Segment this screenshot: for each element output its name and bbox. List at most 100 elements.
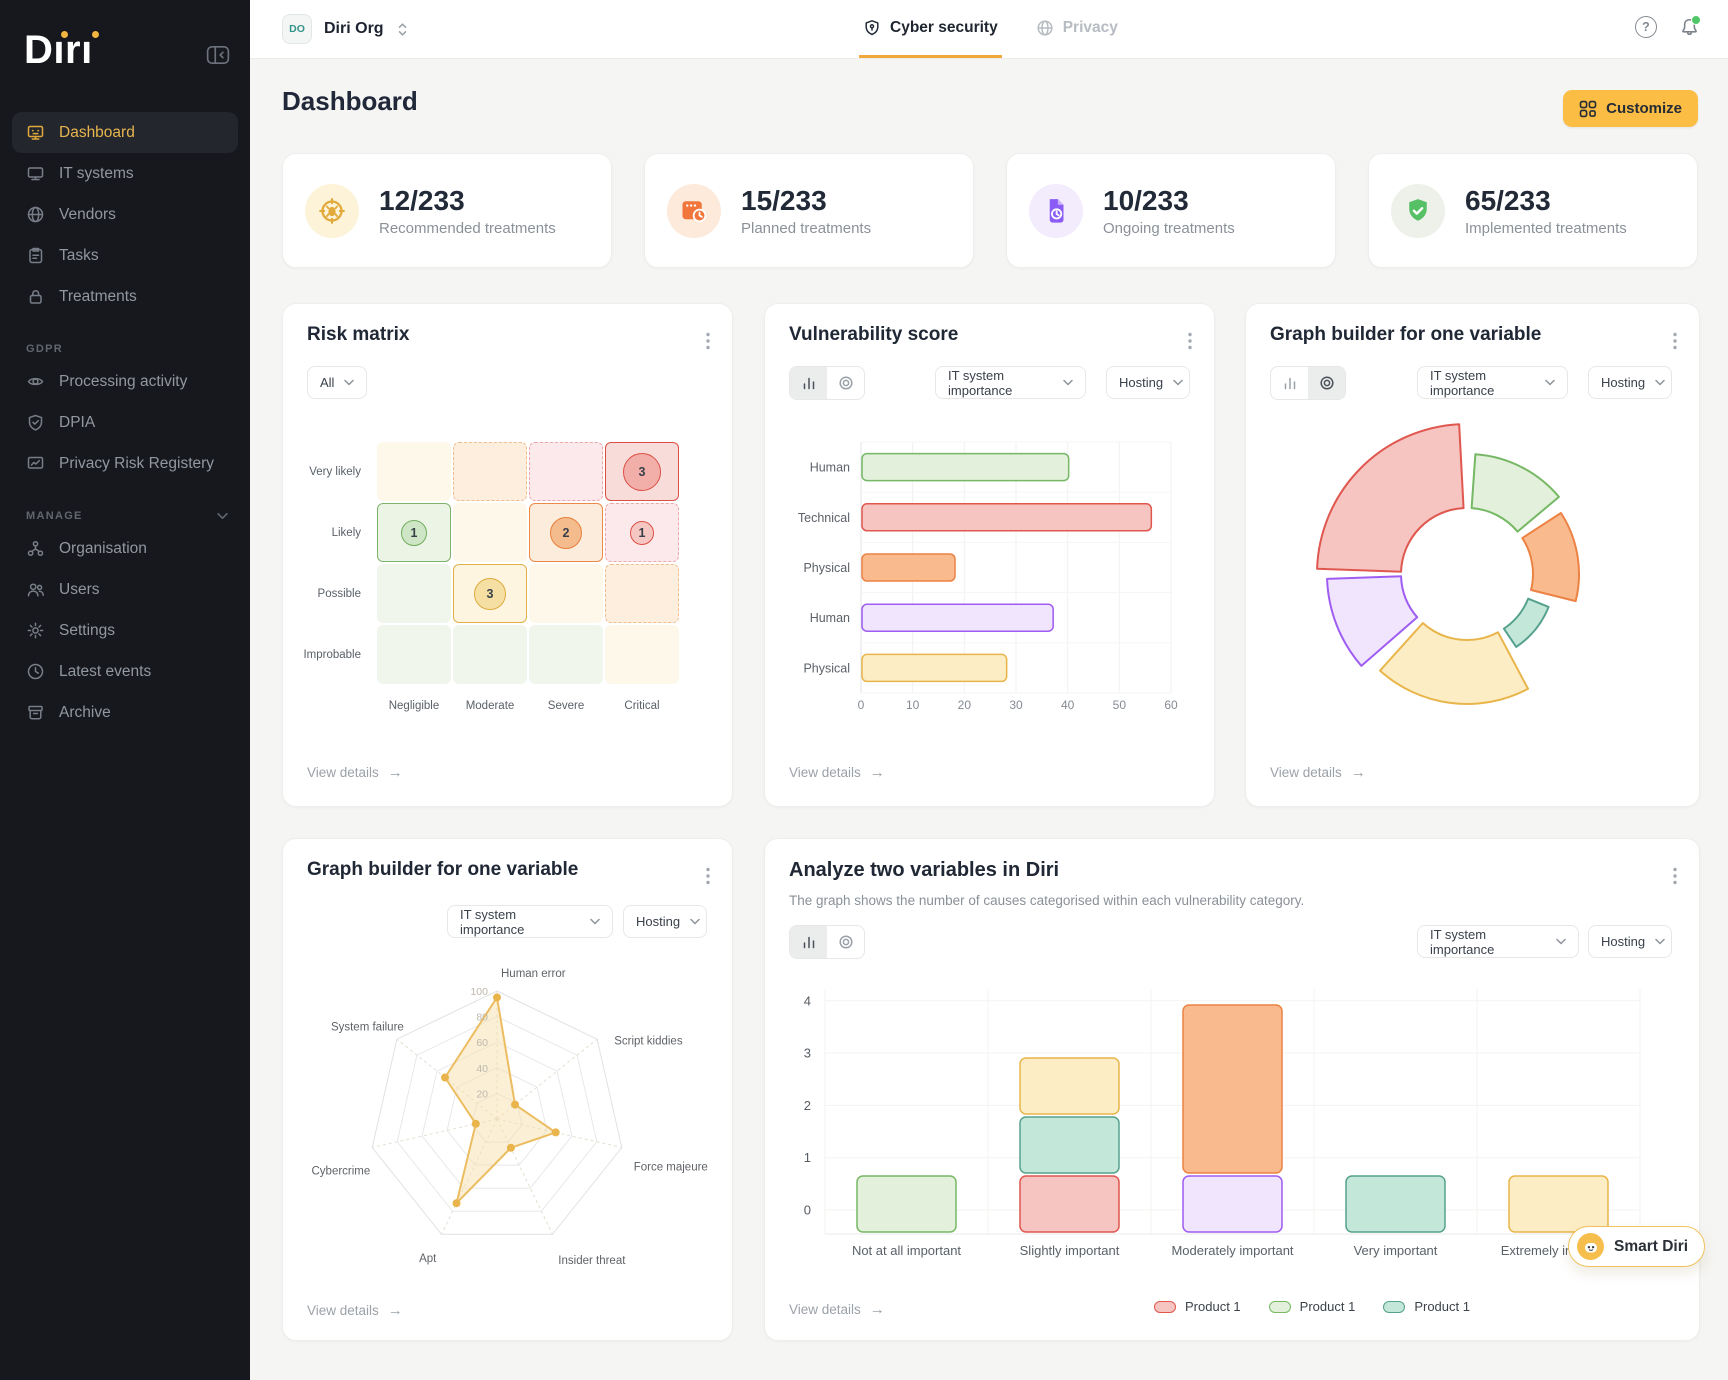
svg-text:40: 40	[1061, 698, 1075, 712]
legend-item-red[interactable]: Product 1	[1154, 1299, 1241, 1314]
shield-icon	[865, 19, 879, 35]
matrix-cell	[377, 442, 451, 501]
matrix-cell	[453, 503, 527, 562]
collapse-icon	[206, 46, 230, 64]
sidebar-section-manage[interactable]: MANAGE	[0, 510, 250, 522]
sidebar: Dırı Dashboard IT systems Vendors Tasks Trea…	[0, 0, 250, 1380]
svg-text:40: 40	[476, 1063, 488, 1075]
matrix-cell: 1	[605, 503, 679, 562]
donut-chart-toggle-button[interactable]	[827, 367, 864, 399]
kebab-menu-button[interactable]	[1669, 328, 1681, 357]
matrix-cell: 1	[377, 503, 451, 562]
bar-chart-toggle-button[interactable]	[1271, 367, 1308, 399]
matrix-cell	[453, 625, 527, 684]
filter-dropdown-all[interactable]: All	[307, 366, 367, 399]
privacy-risk-icon	[27, 456, 44, 469]
sidebar-item-dashboard[interactable]: Dashboard	[12, 112, 238, 153]
filter-dropdown-hosting[interactable]: Hosting	[623, 905, 707, 938]
svg-text:80: 80	[476, 1012, 488, 1024]
svg-text:60: 60	[1164, 698, 1178, 712]
sidebar-item-vendors[interactable]: Vendors	[0, 194, 250, 235]
sidebar-item-treatments[interactable]: Treatments	[0, 276, 250, 317]
sidebar-item-processing-activity[interactable]: Processing activity	[0, 361, 250, 402]
donut-chart-toggle-button[interactable]	[1308, 367, 1345, 399]
view-details-link[interactable]: View details →	[789, 1301, 885, 1318]
target-icon	[319, 197, 345, 224]
filter-dropdown-hosting[interactable]: Hosting	[1588, 366, 1672, 399]
sidebar-item-archive[interactable]: Archive	[0, 692, 250, 733]
svg-text:Slightly important: Slightly important	[1020, 1243, 1120, 1258]
view-details-link[interactable]: View details →	[1270, 764, 1366, 781]
donut-chart-toggle-button[interactable]	[827, 926, 864, 958]
sidebar-item-tasks[interactable]: Tasks	[0, 235, 250, 276]
bar-chart-icon	[803, 936, 814, 949]
vendors-icon	[27, 206, 44, 223]
svg-text:50: 50	[1113, 698, 1127, 712]
sidebar-item-users[interactable]: Users	[0, 569, 250, 610]
filter-dropdown-hosting[interactable]: Hosting	[1106, 366, 1190, 399]
org-switcher[interactable]: DO Diri Org	[282, 14, 409, 44]
help-button[interactable]: ?	[1635, 16, 1657, 38]
svg-text:0: 0	[804, 1203, 811, 1218]
legend-item-teal[interactable]: Product 1	[1383, 1299, 1470, 1314]
customize-button[interactable]: Customize	[1563, 90, 1698, 127]
view-details-link[interactable]: View details →	[307, 764, 403, 781]
matrix-col-label: Moderate	[465, 700, 515, 712]
latest-events-icon	[27, 663, 44, 680]
risk-matrix-grid: Very likely 3 Likely 1 2 1 Possible 3 Improbable…	[303, 442, 679, 745]
filter-dropdown-it-system-importance[interactable]: IT system importance	[447, 905, 613, 938]
svg-text:Human error: Human error	[501, 968, 566, 980]
bar-chart-icon	[803, 377, 814, 390]
tab-privacy[interactable]: Privacy	[1032, 0, 1122, 58]
matrix-cell	[453, 442, 527, 501]
chart-type-toggle	[1270, 366, 1346, 400]
sidebar-item-organisation[interactable]: Organisation	[0, 528, 250, 569]
filter-dropdown-it-system-importance[interactable]: IT system importance	[935, 366, 1086, 399]
sidebar-item-privacy-risk-registery[interactable]: Privacy Risk Registery	[0, 443, 250, 484]
donut-chart-icon	[838, 935, 853, 949]
legend-item-green[interactable]: Product 1	[1268, 1299, 1355, 1314]
view-details-link[interactable]: View details →	[789, 764, 885, 781]
kebab-menu-button[interactable]	[702, 863, 714, 892]
filter-dropdown-it-system-importance[interactable]: IT system importance	[1417, 366, 1568, 399]
sidebar-item-dpia[interactable]: DPIA	[0, 402, 250, 443]
filter-dropdown-hosting[interactable]: Hosting	[1588, 925, 1672, 958]
sidebar-item-latest-events[interactable]: Latest events	[0, 651, 250, 692]
tab-bar: Cyber security Privacy	[859, 0, 1122, 58]
chevron-down-icon	[1556, 938, 1566, 945]
matrix-col-label: Severe	[547, 700, 585, 712]
org-avatar: DO	[282, 14, 312, 44]
chevron-down-icon	[1173, 379, 1183, 386]
svg-text:Insider threat: Insider threat	[558, 1255, 626, 1267]
sidebar-item-it-systems[interactable]: IT systems	[0, 153, 250, 194]
smart-diri-button[interactable]: Smart Diri	[1568, 1226, 1706, 1267]
file-clock-icon	[1049, 198, 1064, 223]
processing-activity-icon	[27, 377, 44, 386]
filter-dropdown-it-system-importance[interactable]: IT system importance	[1417, 925, 1579, 958]
notifications-button[interactable]	[1679, 14, 1701, 38]
treatments-icon	[29, 290, 42, 304]
svg-text:Physical: Physical	[803, 561, 850, 575]
stacked-bar-chart: 0 1 2 3 4 Not at all important Slightly import…	[765, 839, 1699, 1340]
stat-value: 10/233	[1103, 184, 1189, 216]
matrix-cell	[605, 564, 679, 623]
sidebar-collapse-button[interactable]	[206, 44, 230, 69]
bell-icon	[1682, 18, 1697, 35]
tab-cyber-security[interactable]: Cyber security	[859, 0, 1002, 58]
bar-chart-toggle-button[interactable]	[790, 926, 827, 958]
bar-chart-toggle-button[interactable]	[790, 367, 827, 399]
main-area: DO Diri Org Cyber security Privacy ? Dash…	[250, 0, 1728, 1380]
sidebar-item-settings[interactable]: Settings	[0, 610, 250, 651]
risk-count-badge: 1	[630, 520, 654, 545]
svg-text:10: 10	[906, 698, 920, 712]
stat-label: Recommended treatments	[379, 219, 556, 237]
kebab-menu-button[interactable]	[1184, 328, 1196, 357]
stat-value: 15/233	[741, 184, 827, 216]
svg-text:Force majeure: Force majeure	[634, 1161, 708, 1173]
view-details-link[interactable]: View details →	[307, 1302, 403, 1319]
kebab-menu-button[interactable]	[1669, 863, 1681, 892]
svg-text:1: 1	[804, 1150, 811, 1165]
kebab-menu-button[interactable]	[702, 328, 714, 357]
it-systems-icon	[27, 167, 44, 181]
